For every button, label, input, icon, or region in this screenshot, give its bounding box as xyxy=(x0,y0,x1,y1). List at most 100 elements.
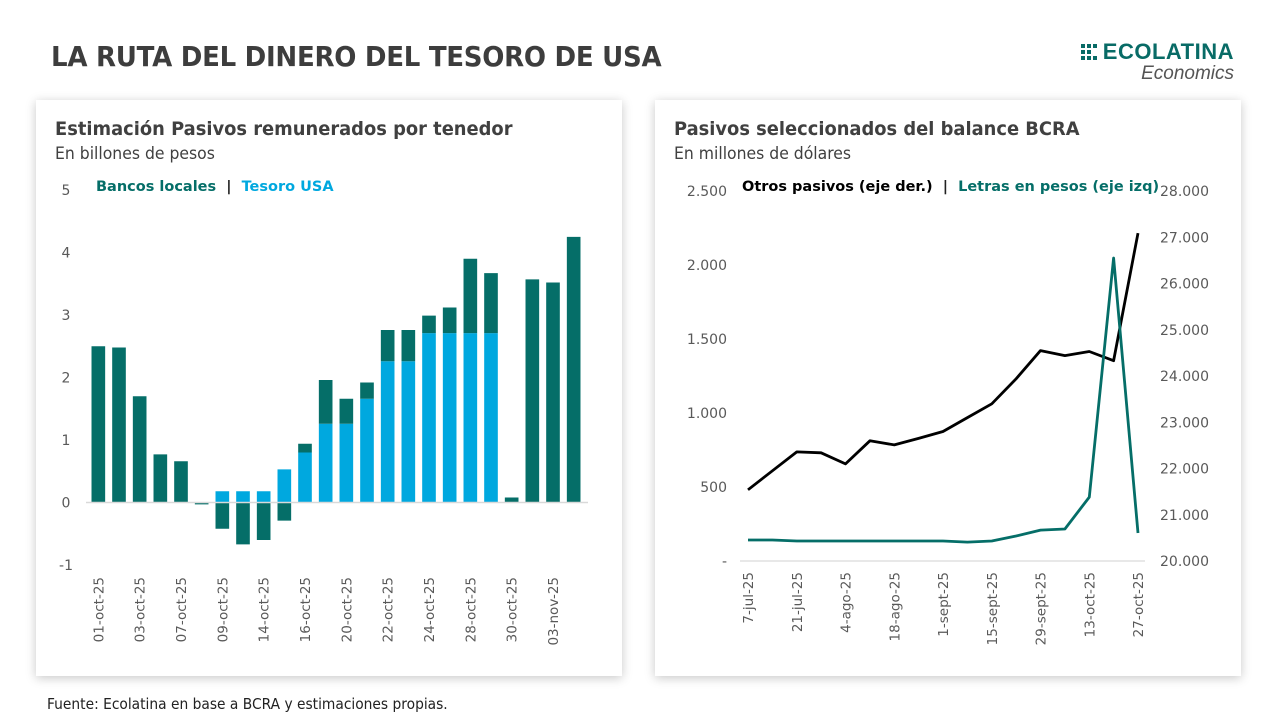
chart-legend: Bancos locales | Tesoro USA xyxy=(96,179,334,195)
bar-bancos-locales xyxy=(566,236,581,503)
x-tick-label: 20-oct-25 xyxy=(339,577,355,642)
y-right-tick-label: 22.000 xyxy=(1160,462,1209,478)
chart-title: Estimación Pasivos remunerados por tened… xyxy=(55,118,513,140)
chart-card-pasivos-bcra: Pasivos seleccionados del balance BCRA E… xyxy=(655,100,1241,676)
x-tick-label: 4-ago-25 xyxy=(839,572,855,633)
line-otros-pasivos xyxy=(747,232,1140,491)
bar-bancos-locales xyxy=(484,273,498,334)
page-title: LA RUTA DEL DINERO DEL TESORO DE USA xyxy=(51,40,662,73)
y-left-tick-label: 500 xyxy=(700,480,727,496)
x-tick-label: 09-oct-25 xyxy=(215,577,231,642)
chart-subtitle: En millones de dólares xyxy=(674,144,852,164)
x-tick-label: 22-oct-25 xyxy=(381,577,397,642)
logo-grid-icon xyxy=(1080,44,1097,60)
x-tick-label: 18-ago-25 xyxy=(887,572,903,641)
bars xyxy=(86,236,588,545)
x-axis: 01-oct-25 03-oct-25 07-oct-25 09-oct-25 14-o… xyxy=(91,577,562,646)
x-tick-label: 03-oct-25 xyxy=(133,577,149,642)
bar-tesoro-usa xyxy=(298,452,312,503)
bar-tesoro-usa xyxy=(236,491,250,503)
bar-bancos-locales xyxy=(504,497,519,503)
y-tick-label: 1 xyxy=(62,433,71,449)
chart-subtitle: En billones de pesos xyxy=(55,144,215,164)
line-chart: Otros pasivos (eje der.) | Letras en pes… xyxy=(687,179,1209,645)
bar-bancos-locales xyxy=(132,396,147,503)
bar-tesoro-usa xyxy=(442,333,457,503)
line-letras-en-pesos xyxy=(748,256,1140,544)
bar-tesoro-usa xyxy=(360,398,374,503)
bar-bancos-locales xyxy=(360,382,374,399)
bar-chart: Bancos locales | Tesoro USA 5 4 3 2 1 0 -1 01-… xyxy=(59,179,588,646)
bar-bancos-locales xyxy=(525,279,540,503)
bar-bancos-locales xyxy=(380,330,395,362)
chart-legend: Otros pasivos (eje der.) | Letras en pes… xyxy=(742,179,1159,195)
y-tick-label: -1 xyxy=(59,558,73,574)
bar-bancos-locales xyxy=(339,398,354,424)
y-tick-label: 2 xyxy=(62,371,71,387)
bar-tesoro-usa xyxy=(422,333,436,503)
y-tick-label: 3 xyxy=(62,308,71,324)
bar-bancos-locales xyxy=(442,307,457,334)
lines xyxy=(740,232,1145,562)
bar-tesoro-usa xyxy=(318,423,333,503)
bar-bancos-locales xyxy=(174,461,188,503)
x-tick-label: 14-oct-25 xyxy=(257,577,273,642)
bar-bancos-locales xyxy=(256,502,271,540)
x-tick-label: 15-sept-25 xyxy=(985,572,1001,645)
bar-tesoro-usa xyxy=(401,361,416,503)
bar-bancos-locales xyxy=(298,443,312,453)
bar-bancos-locales xyxy=(277,502,292,521)
bar-bancos-locales xyxy=(91,346,106,503)
bar-bancos-locales xyxy=(112,347,126,503)
x-tick-label: 28-oct-25 xyxy=(463,577,479,642)
source-note: Fuente: Ecolatina en base a BCRA y estim… xyxy=(47,695,448,713)
chart-title: Pasivos seleccionados del balance BCRA xyxy=(674,118,1080,140)
y-tick-label: 5 xyxy=(62,183,71,199)
x-tick-label: 27-oct-25 xyxy=(1131,572,1147,637)
y-right-tick-label: 20.000 xyxy=(1160,554,1209,570)
x-tick-label: 7-jul-25 xyxy=(741,572,757,624)
x-tick-label: 07-oct-25 xyxy=(174,577,190,642)
x-tick-label: 24-oct-25 xyxy=(422,577,438,642)
bar-tesoro-usa xyxy=(380,361,395,503)
legend-tesoro-usa: Tesoro USA xyxy=(242,179,335,195)
bar-tesoro-usa xyxy=(256,491,271,503)
y-right-tick-label: 24.000 xyxy=(1160,369,1209,385)
y-tick-label: 4 xyxy=(62,246,71,262)
y-left-tick-label: 2.000 xyxy=(687,258,727,274)
y-right-tick-label: 27.000 xyxy=(1160,230,1209,246)
x-axis: 7-jul-25 21-jul-25 4-ago-25 18-ago-25 1-sept… xyxy=(741,572,1147,645)
bar-bancos-locales xyxy=(463,258,478,334)
bar-tesoro-usa xyxy=(339,423,354,503)
bar-bancos-locales xyxy=(153,454,168,503)
bar-tesoro-usa xyxy=(463,333,478,503)
bar-tesoro-usa xyxy=(277,469,292,503)
y-right-tick-label: 25.000 xyxy=(1160,323,1209,339)
x-tick-label: 01-oct-25 xyxy=(91,577,107,642)
x-tick-label: 30-oct-25 xyxy=(505,577,521,642)
x-tick-label: 29-sept-25 xyxy=(1034,572,1050,645)
x-tick-label: 1-sept-25 xyxy=(936,572,952,637)
x-tick-label: 16-oct-25 xyxy=(298,577,314,642)
y-left-tick-label: - xyxy=(722,554,727,570)
y-axis-right: 28.000 27.000 26.000 25.000 24.000 23.000 22.0… xyxy=(1160,184,1209,570)
y-tick-label: 0 xyxy=(62,496,71,512)
legend-otros-pasivos: Otros pasivos (eje der.) xyxy=(742,179,933,195)
x-tick-label: 21-jul-25 xyxy=(790,572,806,632)
bar-bancos-locales xyxy=(236,502,250,545)
x-tick-label: 03-nov-25 xyxy=(546,577,562,646)
y-right-tick-label: 26.000 xyxy=(1160,277,1209,293)
y-axis-left: 2.500 2.000 1.500 1.000 500 - xyxy=(687,184,727,570)
y-axis: 5 4 3 2 1 0 -1 xyxy=(59,183,73,574)
bar-bancos-locales xyxy=(318,380,333,424)
legend-separator: | xyxy=(943,179,948,195)
logo-subtitle: Economics xyxy=(1141,63,1234,84)
bar-tesoro-usa xyxy=(215,491,230,503)
y-left-tick-label: 1.000 xyxy=(687,406,727,422)
legend-letras-en-pesos: Letras en pesos (eje izq) xyxy=(958,179,1159,195)
x-tick-label: 13-oct-25 xyxy=(1082,572,1098,637)
bar-bancos-locales xyxy=(401,330,416,362)
ecolatina-logo: ECOLATINA Economics xyxy=(1080,39,1234,85)
y-right-tick-label: 21.000 xyxy=(1160,508,1209,524)
legend-bancos-locales: Bancos locales xyxy=(96,179,216,195)
